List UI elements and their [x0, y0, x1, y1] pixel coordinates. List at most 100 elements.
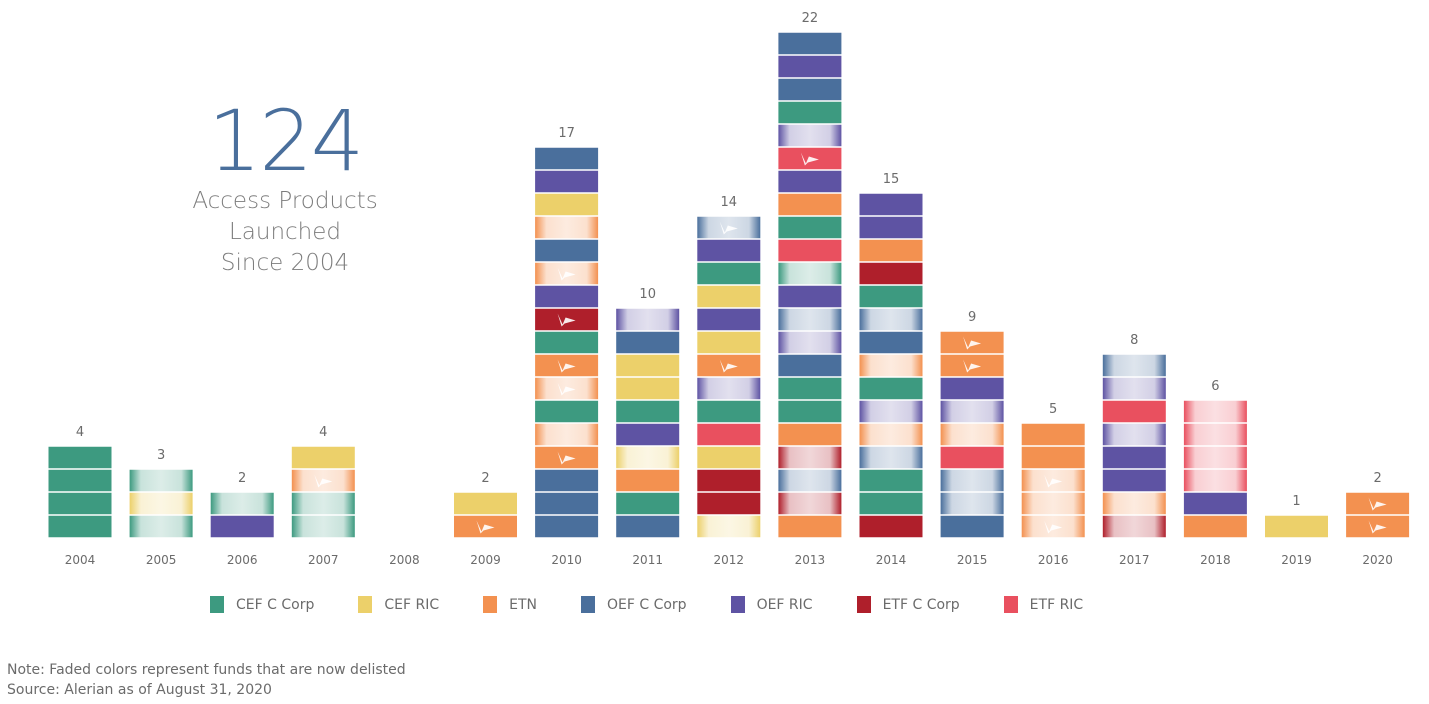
bar-segment-oef-ric-delisted [616, 308, 680, 331]
bar-segment-cef-ric [616, 354, 680, 377]
bar-total-label: 6 [1211, 379, 1219, 394]
bar-segment-oef-c [778, 354, 842, 377]
bar-segment-cef-ric-delisted [616, 446, 680, 469]
bar-segment-oef-c [535, 469, 599, 492]
bar-total-label: 14 [721, 195, 738, 210]
bar-segment-cef-c [778, 400, 842, 423]
logo-mark-icon [557, 267, 576, 281]
bar-segment-oef-ric [616, 423, 680, 446]
logo-mark-icon [1368, 497, 1387, 511]
logo-mark-icon [963, 336, 982, 350]
bar-segment-cef-c [616, 400, 680, 423]
bar-segment-oef-c-delisted [940, 469, 1004, 492]
bar-segment-etf-ric [1102, 400, 1166, 423]
bar-segment-cef-ric [697, 446, 761, 469]
x-tick-label: 2007 [308, 553, 339, 567]
bar-2016 [1021, 423, 1085, 538]
bar-segment-oef-c [535, 239, 599, 262]
headline-line-1: Access Products [192, 188, 378, 214]
logo-mark-icon [963, 359, 982, 373]
legend-item-cef-ric: CEF RIC [358, 596, 439, 613]
bar-2009 [454, 492, 517, 538]
legend-swatch [856, 596, 871, 613]
bar-segment-etn [778, 515, 842, 538]
bar-segment-etf-ric-delisted [1183, 400, 1247, 423]
bar-total-label: 3 [157, 448, 165, 463]
bar-segment-oef-c [616, 515, 680, 538]
bar-segment-etf-c-delisted [778, 492, 842, 515]
bar-segment-oef-ric-delisted [697, 377, 761, 400]
legend-item-etn: ETN [483, 596, 537, 613]
legend-swatch [358, 596, 373, 613]
logo-mark-icon [557, 313, 576, 327]
note-text: Note: Faded colors represent funds that … [7, 662, 406, 678]
bar-segment-oef-c [778, 78, 842, 101]
bar-segment-etf-c [859, 262, 923, 285]
bar-segment-oef-c-delisted [778, 469, 842, 492]
bar-segment-etn-delisted [859, 423, 923, 446]
bar-2017 [1102, 354, 1166, 538]
legend-item-cef-c: CEF C Corp [210, 596, 314, 613]
bar-total-label: 2 [1373, 471, 1381, 486]
legend-item-oef-c: OEF C Corp [580, 596, 687, 613]
logo-mark-icon [476, 520, 495, 534]
x-tick-label: 2012 [714, 553, 745, 567]
bar-segment-cef-c-delisted [291, 492, 355, 515]
bar-segment-oef-c [940, 515, 1004, 538]
bar-segment-oef-ric-delisted [859, 400, 923, 423]
bar-segment-etf-c-delisted [1102, 515, 1166, 538]
bar-segment-oef-ric-delisted [778, 124, 842, 147]
bar-2007 [291, 446, 355, 538]
x-tick-label: 2018 [1200, 553, 1231, 567]
bar-segment-oef-c [616, 331, 680, 354]
bar-segment-etf-ric [940, 446, 1004, 469]
legend-label: OEF RIC [756, 596, 813, 613]
logo-mark-icon [557, 451, 576, 465]
legend-label: ETF C Corp [882, 596, 960, 613]
bar-segment-cef-c-delisted [210, 492, 274, 515]
bar-segment-cef-c [48, 469, 112, 492]
bar-segment-oef-ric [697, 308, 761, 331]
bar-segment-oef-ric [859, 193, 923, 216]
bar-2020 [1346, 492, 1410, 538]
bar-segment-cef-c-delisted [129, 515, 193, 538]
bar-segment-oef-c [535, 492, 599, 515]
bar-2013 [778, 32, 842, 538]
bar-2019 [1265, 515, 1328, 538]
legend-swatch [210, 596, 224, 613]
bar-segment-etf-ric [778, 239, 842, 262]
legend-label: OEF C Corp [606, 596, 687, 613]
legend-item-etf-ric: ETF RIC [1003, 596, 1083, 613]
footnote: Note: Faded colors represent funds that … [7, 660, 406, 700]
bar-total-label: 17 [558, 126, 575, 141]
legend-label: ETN [509, 596, 537, 613]
bar-segment-etn [1183, 515, 1247, 538]
bar-2014 [859, 193, 923, 538]
logo-mark-icon [719, 221, 738, 235]
bar-segment-cef-c [859, 285, 923, 308]
bar-segment-cef-ric [291, 446, 355, 469]
bar-segment-oef-ric [697, 239, 761, 262]
bar-segment-oef-ric [1102, 446, 1166, 469]
bar-segment-oef-ric [859, 216, 923, 239]
bar-segment-cef-ric [697, 285, 761, 308]
bar-segment-etf-c [859, 515, 923, 538]
bar-segment-oef-c [778, 32, 842, 55]
bar-segment-etn [778, 423, 842, 446]
bar-segment-oef-c-delisted [778, 308, 842, 331]
bar-segment-etf-c [697, 492, 761, 515]
bar-segment-oef-ric-delisted [940, 400, 1004, 423]
bar-2015 [940, 331, 1004, 538]
bar-segment-etf-c [697, 469, 761, 492]
logo-mark-icon [314, 474, 333, 488]
bar-segment-oef-c-delisted [859, 308, 923, 331]
legend-item-etf-c: ETF C Corp [856, 596, 960, 613]
bars-layer [48, 32, 1410, 538]
headline-total: 124 [207, 92, 364, 190]
x-tick-label: 2011 [632, 553, 663, 567]
x-tick-label: 2004 [65, 553, 96, 567]
logo-mark-icon [1044, 474, 1063, 488]
bar-segment-etn [616, 469, 680, 492]
bar-2005 [129, 469, 193, 538]
bar-total-label: 4 [76, 425, 84, 440]
